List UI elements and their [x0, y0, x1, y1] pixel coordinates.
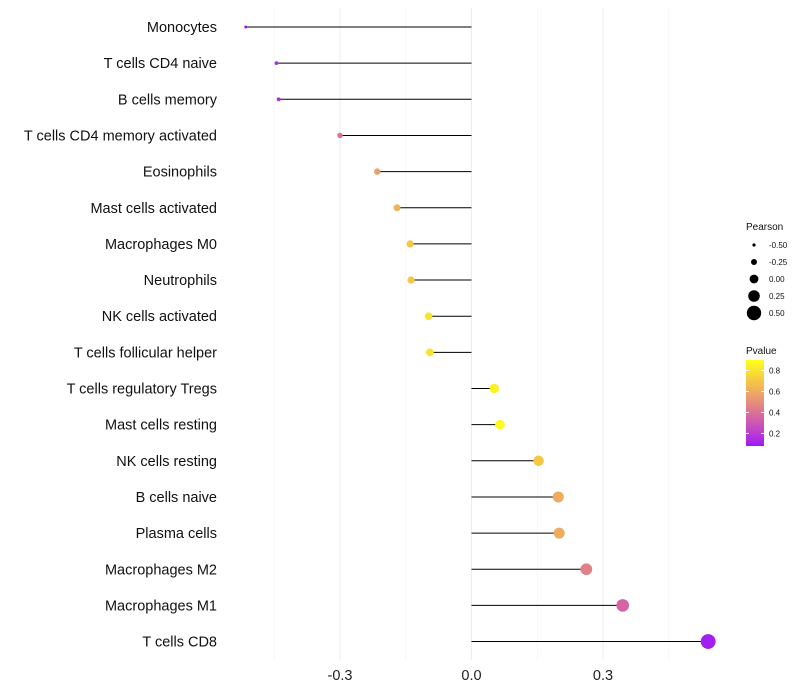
pearson-legend-swatch — [746, 305, 762, 321]
category-label: Plasma cells — [136, 526, 217, 542]
x-tick-label: 0.0 — [461, 668, 481, 684]
pearson-legend-title: Pearson — [746, 222, 783, 233]
lollipop-point — [700, 634, 716, 649]
lollipop-point — [489, 383, 499, 394]
category-label: Macrophages M0 — [105, 237, 217, 253]
pearson-legend-label: -0.50 — [769, 241, 788, 250]
category-label: B cells memory — [118, 92, 218, 108]
category-label: Mast cells resting — [105, 418, 217, 434]
lollipop-points — [244, 25, 716, 649]
category-label: T cells CD4 memory activated — [24, 128, 217, 144]
category-label: Macrophages M2 — [105, 562, 217, 578]
pearson-legend-label: 0.50 — [769, 309, 785, 318]
x-tick-label: -0.3 — [328, 668, 353, 684]
lollipop-point — [553, 527, 565, 539]
pearson-legend-label: 0.25 — [769, 292, 785, 301]
category-label: T cells regulatory Tregs — [67, 382, 217, 398]
category-label: B cells naive — [136, 490, 217, 506]
lollipop-point — [274, 61, 279, 66]
lollipop-point — [424, 312, 433, 321]
pearson-legend-label: 0.00 — [769, 275, 785, 284]
category-label: Macrophages M1 — [105, 598, 217, 614]
category-labels: Monocytes T cells CD4 naive B cells memory… — [24, 20, 218, 651]
pearson-legend-label: -0.25 — [769, 258, 788, 267]
lollipop-point — [407, 276, 415, 284]
lollipop-point — [580, 563, 593, 576]
category-label: T cells follicular helper — [74, 345, 217, 361]
grid-lines — [273, 8, 670, 660]
category-label: T cells CD8 — [142, 635, 217, 651]
lollipop-point — [616, 599, 630, 612]
category-label: NK cells activated — [102, 309, 217, 325]
pvalue-tick-label: 0.6 — [769, 387, 781, 396]
pvalue-colorbar — [746, 360, 764, 446]
pearson-legend-swatch — [752, 243, 756, 247]
category-label: Eosinophils — [143, 165, 217, 181]
pearson-legend-swatch — [748, 290, 760, 302]
pvalue-tick-label: 0.8 — [769, 366, 781, 375]
category-label: Mast cells activated — [90, 201, 217, 217]
pvalue-tick-label: 0.2 — [769, 429, 781, 438]
category-label: NK cells resting — [116, 454, 217, 470]
lollipop-point — [374, 168, 381, 175]
x-axis-ticks: -0.3 0.0 0.3 — [328, 668, 614, 684]
lollipop-point — [425, 348, 434, 357]
x-tick-label: 0.3 — [593, 668, 613, 684]
lollipop-point — [552, 491, 564, 503]
pvalue-tick-label: 0.4 — [769, 408, 781, 417]
pvalue-legend: Pvalue 0.8 0.6 0.4 0.2 — [746, 346, 781, 446]
category-label: Monocytes — [147, 20, 217, 36]
pearson-legend-swatch — [751, 259, 757, 265]
lollipop-stems — [245, 26, 709, 643]
lollipop-point — [406, 240, 414, 248]
pvalue-legend-title: Pvalue — [746, 346, 777, 357]
pearson-legend-swatch — [749, 274, 759, 284]
lollipop-point — [337, 132, 343, 139]
lollipop-point — [244, 25, 248, 29]
lollipop-point — [276, 97, 281, 102]
lollipop-point — [495, 419, 505, 430]
lollipop-point — [533, 455, 544, 467]
lollipop-point — [393, 204, 401, 212]
category-label: T cells CD4 naive — [104, 56, 217, 72]
pearson-legend: Pearson -0.50 -0.25 0.00 0.25 0.50 — [746, 222, 788, 321]
category-label: Neutrophils — [144, 273, 217, 289]
